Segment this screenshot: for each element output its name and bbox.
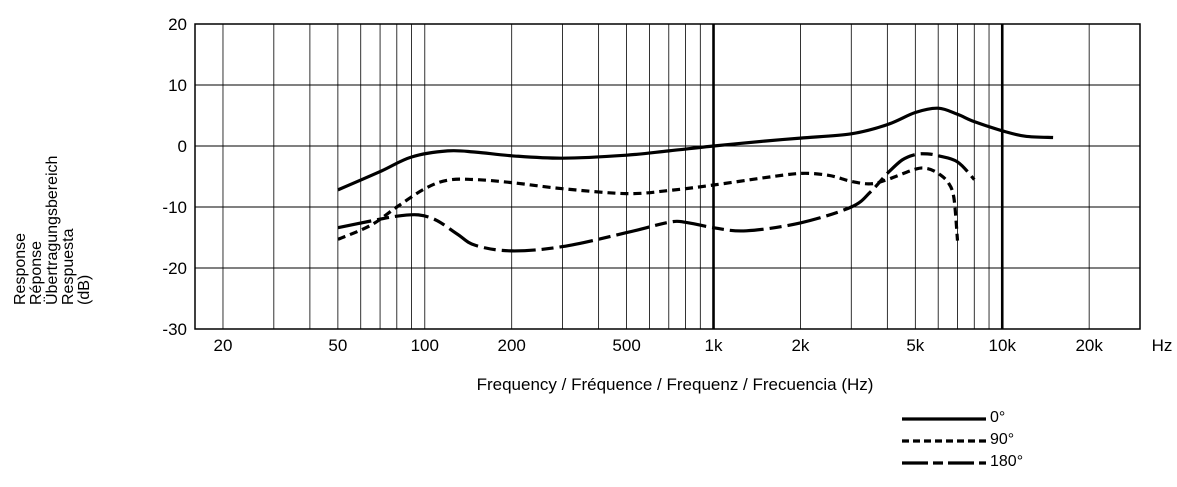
series-layer xyxy=(337,106,1054,253)
x-tick-label: 20 xyxy=(214,336,233,355)
legend-entry-1: 90° xyxy=(900,430,1100,452)
legend-swatch-dashdot xyxy=(902,461,986,465)
legend-swatch-solid xyxy=(902,417,986,421)
x-tick-label: 50 xyxy=(328,336,347,355)
chart-grid xyxy=(195,23,1140,330)
plot-area-frame xyxy=(194,23,1141,330)
legend-label: 90° xyxy=(990,431,1015,448)
x-axis-label: Frequency / Fréquence / Frequenz / Frecu… xyxy=(476,375,874,394)
x-tick-label: 5k xyxy=(906,336,924,355)
legend-swatch-dashed xyxy=(902,439,986,443)
x-tick-label: 1k xyxy=(705,336,723,355)
x-tick-label: 100 xyxy=(411,336,439,355)
legend-label: 180° xyxy=(990,453,1024,470)
x-unit-label: Hz xyxy=(1152,336,1173,355)
x-tick-label: 20k xyxy=(1075,336,1103,355)
y-tick-label: -20 xyxy=(162,259,187,278)
y-axis-label-line: (dB) xyxy=(76,274,93,305)
y-axis-label: Response Réponse Übertragungsbereich Res… xyxy=(8,156,93,305)
y-tick-label: -30 xyxy=(162,320,187,339)
series-line-dashdot xyxy=(337,152,976,253)
y-tick-label: -10 xyxy=(162,198,187,217)
y-tick-label: 20 xyxy=(168,15,187,34)
x-tick-label: 200 xyxy=(498,336,526,355)
series-line-solid xyxy=(337,106,1054,192)
y-tick-label: 10 xyxy=(168,76,187,95)
legend-entry-0: 0° xyxy=(900,408,1100,430)
x-tick-label: 2k xyxy=(791,336,809,355)
legend-label: 0° xyxy=(990,409,1006,426)
y-tick-label: 0 xyxy=(178,137,187,156)
series-line-dashed xyxy=(337,166,960,241)
x-tick-label: 10k xyxy=(989,336,1017,355)
legend: 0° 90° 180° xyxy=(900,408,1100,474)
legend-entry-2: 180° xyxy=(900,452,1100,474)
x-tick-label: 500 xyxy=(612,336,640,355)
